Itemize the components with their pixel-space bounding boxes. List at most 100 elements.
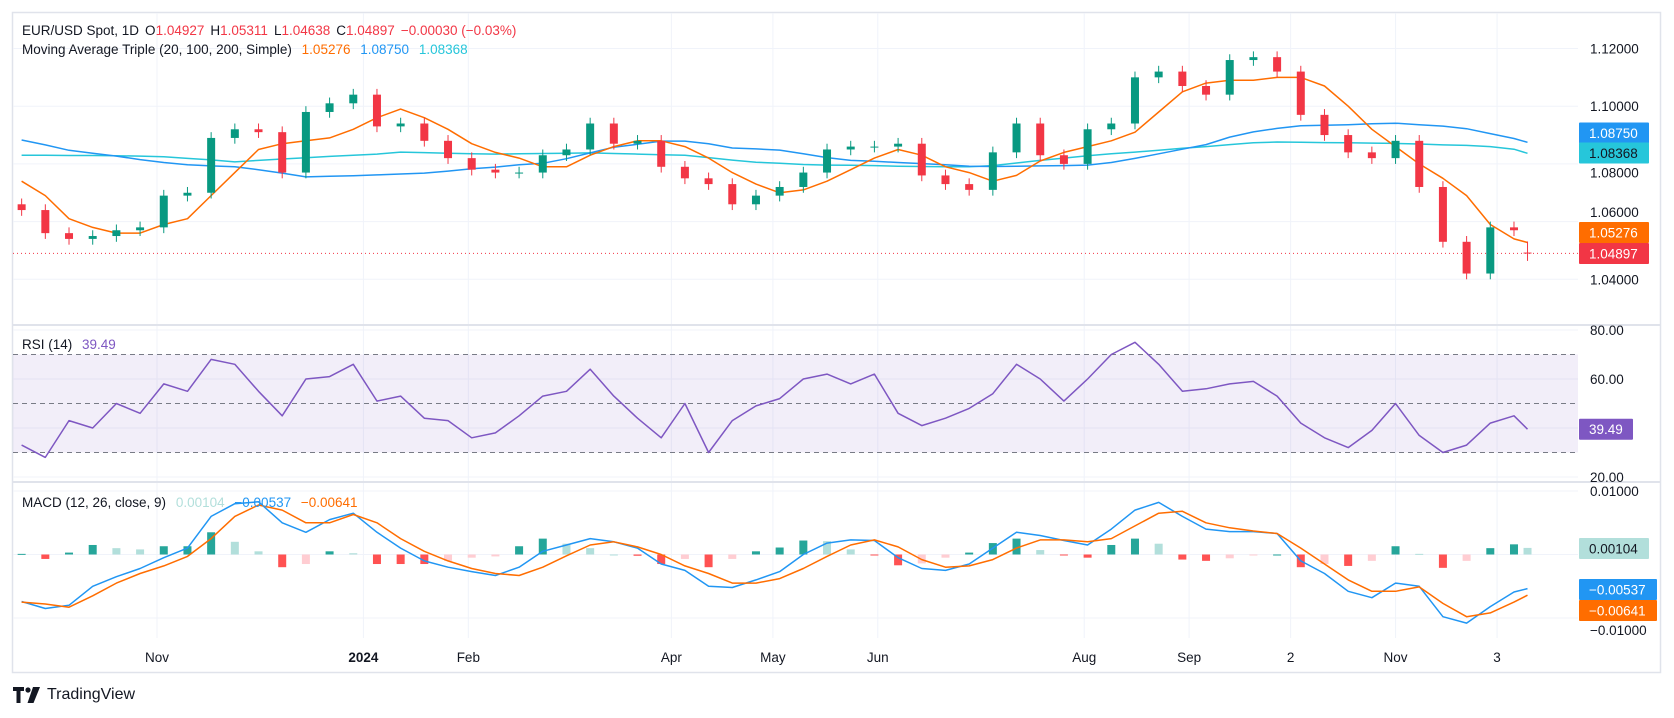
candle[interactable] bbox=[941, 169, 950, 190]
candle[interactable] bbox=[65, 227, 74, 245]
ma200-value: 1.08368 bbox=[418, 42, 468, 57]
candle[interactable] bbox=[965, 178, 974, 196]
candle[interactable] bbox=[1391, 135, 1400, 164]
change-value: −0.00030 (−0.03%) bbox=[400, 23, 517, 38]
candle[interactable] bbox=[1273, 51, 1282, 78]
macd-axis-label: −0.01000 bbox=[1590, 623, 1647, 638]
candle[interactable] bbox=[894, 137, 903, 153]
macd-title[interactable]: MACD (12, 26, close, 9) bbox=[22, 495, 167, 510]
candle[interactable] bbox=[17, 198, 26, 216]
candle[interactable] bbox=[562, 143, 571, 162]
symbol-legend: EUR/USD Spot, 1D O1.04927 H1.05311 L1.04638… bbox=[22, 23, 522, 38]
value-tags: 1.08750 1.08368 1.05276 1.04897 39.49 0.00104… bbox=[1579, 122, 1657, 621]
macd-tag: −0.00641 bbox=[1579, 600, 1657, 621]
candle[interactable] bbox=[1344, 129, 1353, 159]
candle[interactable] bbox=[444, 135, 453, 164]
candle[interactable] bbox=[988, 146, 997, 196]
candle[interactable] bbox=[1059, 149, 1068, 170]
macd-line[interactable] bbox=[21, 501, 1528, 624]
candle[interactable] bbox=[254, 123, 263, 138]
candle[interactable] bbox=[1320, 109, 1329, 141]
candle[interactable] bbox=[420, 117, 429, 147]
rsi-title[interactable]: RSI (14) bbox=[22, 337, 73, 352]
candle[interactable] bbox=[1296, 65, 1305, 121]
candle[interactable] bbox=[775, 181, 784, 202]
candle[interactable] bbox=[1523, 241, 1532, 261]
ma-title[interactable]: Moving Average Triple (20, 100, 200, Sim… bbox=[22, 42, 292, 57]
macd-tag-bg bbox=[1579, 600, 1657, 621]
candle[interactable] bbox=[207, 132, 216, 199]
candle-body bbox=[728, 184, 737, 205]
candle[interactable] bbox=[1130, 71, 1139, 130]
macd-histogram-bar bbox=[657, 554, 666, 565]
candle[interactable] bbox=[586, 117, 595, 156]
price-tag-bg bbox=[1579, 222, 1649, 243]
macd-histogram-bar bbox=[65, 552, 74, 555]
candle-body bbox=[870, 146, 879, 148]
candle[interactable] bbox=[1036, 117, 1045, 162]
candle[interactable] bbox=[136, 221, 145, 237]
candle-body bbox=[1415, 140, 1424, 187]
candle[interactable] bbox=[301, 106, 310, 179]
macd-histogram-bar bbox=[1178, 554, 1187, 560]
ma100-line[interactable] bbox=[21, 122, 1528, 178]
candle[interactable] bbox=[609, 117, 618, 150]
candle-body bbox=[467, 158, 476, 170]
candle[interactable] bbox=[1367, 146, 1376, 164]
candle-body bbox=[88, 236, 97, 239]
ma200-line[interactable] bbox=[21, 141, 1528, 168]
candle[interactable] bbox=[1083, 123, 1092, 170]
candle[interactable] bbox=[1509, 221, 1518, 237]
candle[interactable] bbox=[349, 88, 358, 110]
candle[interactable] bbox=[1438, 181, 1447, 248]
macd-signal-line[interactable] bbox=[21, 504, 1528, 618]
candle[interactable] bbox=[278, 126, 287, 179]
candle[interactable] bbox=[41, 204, 50, 239]
candle-body bbox=[704, 178, 713, 185]
candle[interactable] bbox=[159, 189, 168, 234]
tradingview-branding[interactable]: TradingView bbox=[13, 686, 135, 704]
macd-histogram-bar bbox=[301, 554, 310, 565]
candle[interactable] bbox=[515, 166, 524, 179]
candle[interactable] bbox=[633, 135, 642, 150]
candle[interactable] bbox=[1462, 236, 1471, 280]
candle[interactable] bbox=[728, 178, 737, 211]
candle-body bbox=[230, 129, 239, 138]
candle[interactable] bbox=[112, 224, 121, 242]
plot-area[interactable] bbox=[13, 51, 1578, 624]
candle[interactable] bbox=[823, 143, 832, 179]
candle[interactable] bbox=[1202, 80, 1211, 101]
candle[interactable] bbox=[372, 88, 381, 133]
candle[interactable] bbox=[1154, 65, 1163, 84]
candle[interactable] bbox=[657, 135, 666, 173]
candle[interactable] bbox=[799, 166, 808, 193]
candle[interactable] bbox=[1249, 51, 1258, 66]
candle[interactable] bbox=[230, 123, 239, 144]
candle[interactable] bbox=[680, 161, 689, 185]
candle[interactable] bbox=[704, 172, 713, 190]
macd-histogram-bar bbox=[396, 554, 405, 565]
candle[interactable] bbox=[917, 137, 926, 182]
rsi-line[interactable] bbox=[21, 341, 1529, 459]
candle[interactable] bbox=[1486, 221, 1495, 280]
macd-histogram-bar bbox=[823, 541, 832, 555]
candle[interactable] bbox=[88, 230, 97, 245]
candle[interactable] bbox=[1178, 65, 1187, 92]
symbol-title[interactable]: EUR/USD Spot, 1D bbox=[22, 23, 140, 38]
candle-body bbox=[1391, 140, 1400, 159]
candle[interactable] bbox=[1107, 117, 1116, 136]
candle[interactable] bbox=[491, 163, 500, 179]
candle[interactable] bbox=[396, 117, 405, 133]
time-axis-label: Aug bbox=[1072, 650, 1096, 665]
candle[interactable] bbox=[1415, 135, 1424, 193]
candle[interactable] bbox=[183, 186, 192, 202]
candle[interactable] bbox=[870, 140, 879, 153]
candle[interactable] bbox=[1012, 117, 1021, 159]
candle[interactable] bbox=[325, 97, 334, 118]
candle[interactable] bbox=[538, 149, 547, 179]
candle[interactable] bbox=[1225, 54, 1234, 101]
candle[interactable] bbox=[846, 140, 855, 156]
candle[interactable] bbox=[467, 152, 476, 176]
candle[interactable] bbox=[751, 189, 760, 211]
